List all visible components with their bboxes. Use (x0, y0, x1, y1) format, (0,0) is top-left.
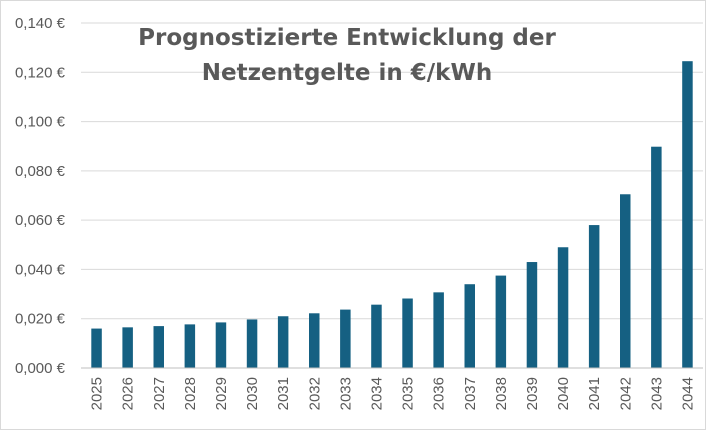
y-tick-label: 0,020 € (15, 311, 66, 328)
x-tick-label: 2029 (213, 377, 230, 410)
bar-2040 (557, 247, 569, 368)
y-tick-label: 0,000 € (15, 360, 66, 377)
bar-2035 (402, 298, 413, 368)
x-tick-label: 2041 (586, 377, 603, 410)
x-tick-label: 2043 (648, 377, 665, 410)
chart-title-line-1: Prognostizierte Entwicklung der (138, 25, 556, 51)
x-tick-label: 2040 (555, 377, 572, 410)
bar-2033 (340, 309, 351, 368)
bar-2042 (620, 194, 631, 368)
x-tick-label: 2037 (462, 377, 479, 410)
y-tick-label: 0,040 € (15, 261, 66, 278)
x-tick-label: 2031 (275, 377, 292, 410)
bar-2044 (682, 61, 693, 368)
x-tick-label: 2033 (337, 377, 354, 410)
bar-2038 (495, 275, 507, 368)
y-tick-labels: 0,000 € 0,020 € 0,040 € 0,060 € 0,080 € 0,100… (15, 15, 66, 377)
y-tick-label: 0,120 € (15, 64, 66, 81)
bar-2032 (309, 313, 320, 368)
x-tick-label: 2027 (151, 377, 168, 410)
x-tick-labels: 2025 2026 2027 2028 2029 2030 2031 2032 2033 2034… (89, 377, 697, 410)
x-tick-label: 2025 (89, 377, 106, 410)
x-tick-label: 2038 (493, 377, 510, 410)
bar-2025 (91, 328, 102, 368)
y-tick-label: 0,140 € (15, 15, 66, 32)
bar-2039 (526, 262, 538, 368)
x-tick-label: 2039 (524, 377, 541, 410)
bar-2026 (122, 327, 133, 368)
x-tick-label: 2042 (617, 377, 634, 410)
bar-2037 (464, 284, 475, 368)
bar-2031 (277, 316, 289, 368)
x-tick-label: 2044 (679, 377, 696, 410)
bar-2030 (246, 319, 258, 368)
bars (91, 61, 693, 368)
x-tick-label: 2036 (431, 377, 448, 410)
x-tick-label: 2028 (182, 377, 199, 410)
bar-2043 (651, 146, 662, 368)
y-tick-label: 0,080 € (15, 163, 66, 180)
bar-2036 (433, 292, 444, 368)
bar-2028 (184, 324, 196, 368)
x-tick-label: 2032 (306, 377, 323, 410)
gridlines (81, 22, 703, 320)
y-tick-label: 0,060 € (15, 212, 66, 229)
x-tick-label: 2030 (244, 377, 261, 410)
bar-2029 (215, 322, 227, 368)
y-tick-label: 0,100 € (15, 114, 66, 131)
bar-2027 (153, 326, 164, 368)
x-tick-label: 2034 (368, 377, 385, 410)
x-tick-label: 2026 (120, 377, 137, 410)
x-tick-label: 2035 (400, 377, 417, 410)
chart-title-line-2: Netzentgelte in €/kWh (202, 60, 492, 86)
bar-2034 (371, 304, 382, 368)
bar-2041 (588, 225, 600, 368)
